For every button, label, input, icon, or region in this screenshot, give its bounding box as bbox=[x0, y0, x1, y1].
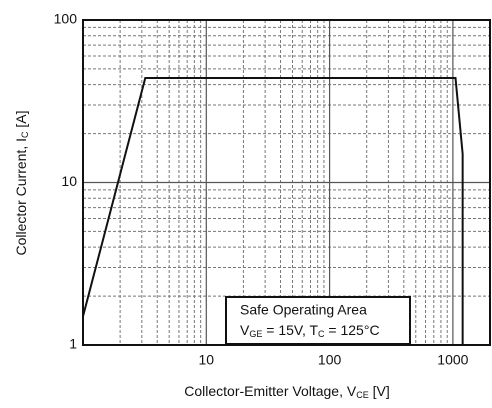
y-tick-label: 100 bbox=[54, 11, 78, 27]
grid bbox=[83, 19, 490, 346]
y-axis-label: Collector Current, IC [A] bbox=[13, 111, 31, 256]
annotation-box bbox=[225, 296, 411, 345]
plot bbox=[82, 76, 464, 345]
annotation-line: VGE = 15V, TC = 125°C bbox=[240, 322, 380, 340]
annotation-title: Safe Operating Area bbox=[240, 302, 367, 318]
y-tick-label: 10 bbox=[61, 173, 77, 189]
x-axis-label: Collector-Emitter Voltage, VCE [V] bbox=[184, 383, 390, 401]
x-tick-label: 100 bbox=[318, 352, 342, 368]
series-line bbox=[82, 76, 464, 345]
y-tick-label: 1 bbox=[69, 336, 77, 352]
x-tick-label: 10 bbox=[199, 352, 215, 368]
x-tick-label: 1000 bbox=[437, 352, 468, 368]
